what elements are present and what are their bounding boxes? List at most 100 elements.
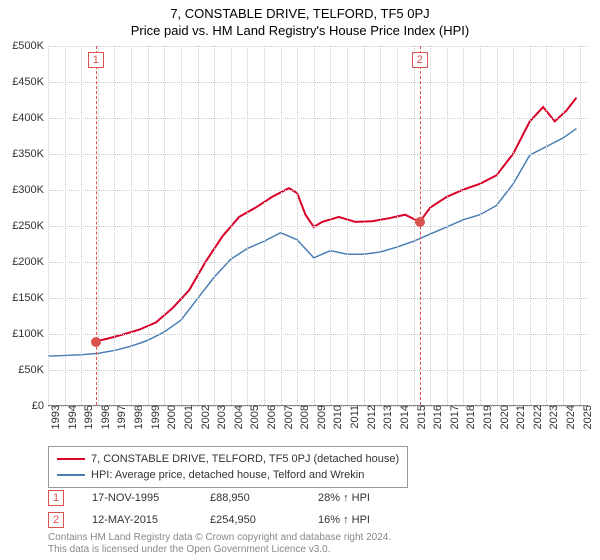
y-tick-label: £300K <box>12 184 48 196</box>
x-tick-label: 2001 <box>177 405 195 429</box>
x-tick-label: 1998 <box>127 405 145 429</box>
gridline-vertical <box>447 46 448 405</box>
gridline-vertical <box>414 46 415 405</box>
gridline-vertical <box>397 46 398 405</box>
gridline-vertical <box>98 46 99 405</box>
x-tick-label: 2016 <box>426 405 444 429</box>
legend-label: HPI: Average price, detached house, Telf… <box>91 467 364 483</box>
gridline-vertical <box>563 46 564 405</box>
gridline-horizontal <box>48 82 588 83</box>
footer: Contains HM Land Registry data © Crown c… <box>48 532 391 556</box>
footer-line1: Contains HM Land Registry data © Crown c… <box>48 532 391 544</box>
x-tick-label: 2008 <box>293 405 311 429</box>
x-tick-label: 2003 <box>210 405 228 429</box>
event-vline <box>96 46 97 405</box>
x-tick-label: 2011 <box>343 405 361 429</box>
legend-label: 7, CONSTABLE DRIVE, TELFORD, TF5 0PJ (de… <box>91 451 399 467</box>
event-delta: 16% ↑ HPI <box>318 514 408 526</box>
gridline-vertical <box>513 46 514 405</box>
gridline-vertical <box>364 46 365 405</box>
event-row: 2 12-MAY-2015 £254,950 16% ↑ HPI <box>48 512 408 528</box>
gridline-horizontal <box>48 190 588 191</box>
gridline-vertical <box>580 46 581 405</box>
x-tick-label: 1995 <box>77 405 95 429</box>
x-tick-label: 2010 <box>326 405 344 429</box>
event-date: 12-MAY-2015 <box>92 514 182 526</box>
x-tick-label: 2018 <box>459 405 477 429</box>
legend-swatch <box>57 474 85 476</box>
gridline-horizontal <box>48 370 588 371</box>
y-tick-label: £500K <box>12 40 48 52</box>
x-tick-label: 2007 <box>277 405 295 429</box>
gridline-vertical <box>231 46 232 405</box>
x-tick-label: 2012 <box>360 405 378 429</box>
gridline-vertical <box>247 46 248 405</box>
y-tick-label: £400K <box>12 112 48 124</box>
x-tick-label: 2015 <box>410 405 428 429</box>
gridline-vertical <box>65 46 66 405</box>
chart-plot-area: £0£50K£100K£150K£200K£250K£300K£350K£400… <box>48 46 588 406</box>
x-tick-label: 2024 <box>559 405 577 429</box>
x-tick-label: 2000 <box>160 405 178 429</box>
gridline-vertical <box>148 46 149 405</box>
event-date: 17-NOV-1995 <box>92 492 182 504</box>
gridline-vertical <box>48 46 49 405</box>
event-row: 1 17-NOV-1995 £88,950 28% ↑ HPI <box>48 490 408 506</box>
event-badge: 1 <box>48 490 64 506</box>
chart-container: 7, CONSTABLE DRIVE, TELFORD, TF5 0PJ Pri… <box>0 0 600 560</box>
footer-line2: This data is licensed under the Open Gov… <box>48 544 391 556</box>
gridline-vertical <box>347 46 348 405</box>
gridline-horizontal <box>48 154 588 155</box>
series-property <box>96 98 577 342</box>
x-tick-label: 2019 <box>476 405 494 429</box>
gridline-vertical <box>480 46 481 405</box>
gridline-horizontal <box>48 298 588 299</box>
gridline-vertical <box>330 46 331 405</box>
x-tick-label: 1993 <box>44 405 62 429</box>
y-tick-label: £100K <box>12 328 48 340</box>
x-tick-label: 2013 <box>376 405 394 429</box>
gridline-horizontal <box>48 118 588 119</box>
x-tick-label: 2005 <box>243 405 261 429</box>
y-tick-label: £450K <box>12 76 48 88</box>
gridline-vertical <box>181 46 182 405</box>
gridline-vertical <box>281 46 282 405</box>
gridline-horizontal <box>48 262 588 263</box>
x-tick-label: 2002 <box>194 405 212 429</box>
event-marker-dot <box>415 217 425 227</box>
x-tick-label: 1994 <box>61 405 79 429</box>
gridline-horizontal <box>48 334 588 335</box>
x-tick-label: 2023 <box>542 405 560 429</box>
title-line2: Price paid vs. HM Land Registry's House … <box>0 23 600 38</box>
gridline-vertical <box>430 46 431 405</box>
event-badge: 2 <box>48 512 64 528</box>
gridline-vertical <box>81 46 82 405</box>
x-tick-label: 2006 <box>260 405 278 429</box>
legend: 7, CONSTABLE DRIVE, TELFORD, TF5 0PJ (de… <box>48 446 408 488</box>
gridline-vertical <box>463 46 464 405</box>
y-tick-label: £350K <box>12 148 48 160</box>
gridline-vertical <box>530 46 531 405</box>
x-tick-label: 1997 <box>110 405 128 429</box>
gridline-vertical <box>546 46 547 405</box>
title-block: 7, CONSTABLE DRIVE, TELFORD, TF5 0PJ Pri… <box>0 0 600 40</box>
x-tick-label: 2025 <box>576 405 594 429</box>
gridline-horizontal <box>48 46 588 47</box>
x-tick-label: 2020 <box>493 405 511 429</box>
y-tick-label: £150K <box>12 292 48 304</box>
gridline-vertical <box>264 46 265 405</box>
gridline-vertical <box>114 46 115 405</box>
x-tick-label: 2014 <box>393 405 411 429</box>
x-tick-label: 1999 <box>144 405 162 429</box>
legend-row: HPI: Average price, detached house, Telf… <box>57 467 399 483</box>
legend-swatch <box>57 458 85 460</box>
gridline-vertical <box>131 46 132 405</box>
gridline-vertical <box>198 46 199 405</box>
gridline-vertical <box>314 46 315 405</box>
event-marker-dot <box>91 337 101 347</box>
event-price: £254,950 <box>210 514 290 526</box>
y-tick-label: £200K <box>12 256 48 268</box>
event-marker-badge: 2 <box>412 52 428 68</box>
gridline-vertical <box>380 46 381 405</box>
event-price: £88,950 <box>210 492 290 504</box>
